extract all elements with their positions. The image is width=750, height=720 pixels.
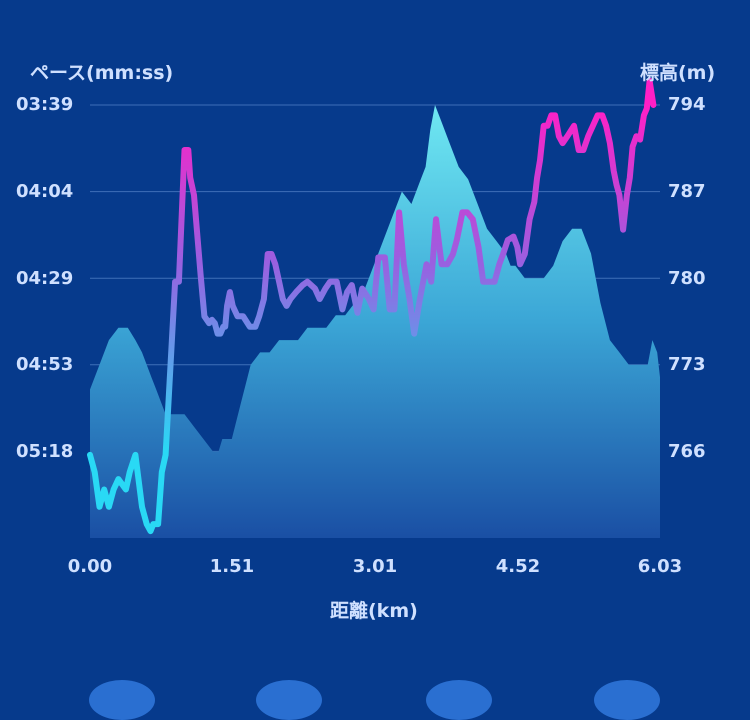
- pace-line: [87, 77, 657, 535]
- pace-elevation-chart: [87, 77, 660, 538]
- elevation-tick-label: 787: [668, 181, 706, 202]
- bottom-action-button[interactable]: [89, 680, 155, 720]
- pace-axis-title: ペース(mm:ss): [30, 62, 174, 84]
- elevation-tick-label: 773: [668, 354, 706, 375]
- pace-tick-label: 04:53: [16, 354, 74, 375]
- bottom-action-button[interactable]: [594, 680, 660, 720]
- x-tick-label: 3.01: [352, 556, 398, 577]
- x-tick-label: 4.52: [495, 556, 541, 577]
- bottom-action-button[interactable]: [426, 680, 492, 720]
- pace-tick-label: 04:29: [16, 268, 74, 289]
- x-tick-label: 1.51: [209, 556, 255, 577]
- pace-tick-label: 03:39: [16, 94, 74, 115]
- elevation-tick-label: 766: [668, 441, 706, 462]
- pace-tick-label: 04:04: [16, 181, 74, 202]
- elevation-axis-title: 標高(m): [640, 62, 716, 84]
- bottom-action-button[interactable]: [256, 680, 322, 720]
- x-axis-title: 距離(km): [330, 600, 418, 622]
- elevation-tick-label: 780: [668, 268, 706, 289]
- elevation-tick-label: 794: [668, 94, 706, 115]
- elevation-area: [90, 105, 660, 538]
- x-tick-label: 0.00: [67, 556, 113, 577]
- pace-tick-label: 05:18: [16, 441, 74, 462]
- x-tick-label: 6.03: [637, 556, 683, 577]
